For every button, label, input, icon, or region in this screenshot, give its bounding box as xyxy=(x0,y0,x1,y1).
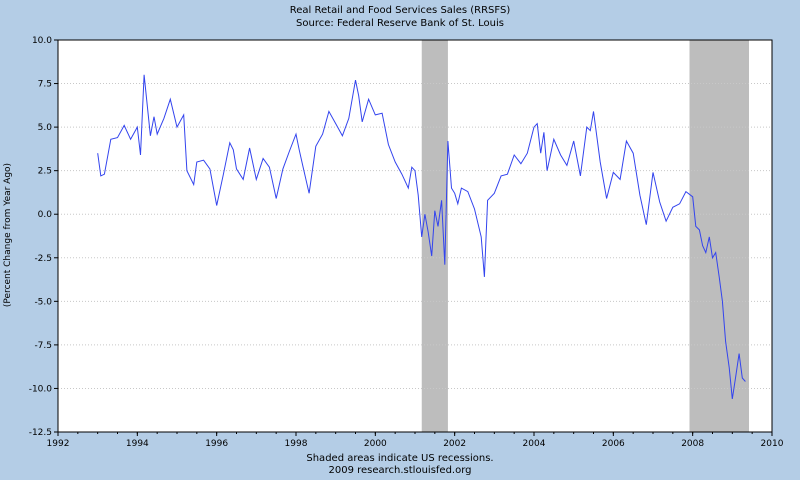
y-tick-label: 10.0 xyxy=(32,36,52,46)
y-tick-label: -12.5 xyxy=(29,428,52,438)
y-tick-label: 5.0 xyxy=(38,123,53,133)
series-line xyxy=(97,74,746,399)
chart-footer: Shaded areas indicate US recessions. 200… xyxy=(0,453,800,477)
x-tick-label: 1994 xyxy=(126,439,149,449)
y-tick-label: -7.5 xyxy=(34,341,52,351)
footer-note: Shaded areas indicate US recessions. xyxy=(306,453,494,464)
chart-title: Real Retail and Food Services Sales (RRS… xyxy=(289,5,511,16)
y-tick-label: -5.0 xyxy=(34,297,52,307)
plot-area xyxy=(58,40,772,432)
x-tick-label: 2002 xyxy=(443,439,466,449)
recession-band xyxy=(421,40,448,432)
x-tick-label: 2004 xyxy=(523,439,546,449)
y-tick-label: -2.5 xyxy=(34,254,52,264)
y-tick-label: 0.0 xyxy=(38,210,53,220)
x-tick-label: 2006 xyxy=(602,439,625,449)
x-tick-label: 2000 xyxy=(364,439,387,449)
x-tick-label: 1992 xyxy=(47,439,70,449)
y-tick-label: 2.5 xyxy=(38,167,52,177)
x-tick-label: 2008 xyxy=(681,439,704,449)
y-tick-label: -10.0 xyxy=(29,384,53,394)
chart-subtitle: Source: Federal Reserve Bank of St. Loui… xyxy=(296,18,504,29)
x-tick-label: 1996 xyxy=(205,439,228,449)
plot-frame xyxy=(57,39,773,433)
footer-source: 2009 research.stlouisfed.org xyxy=(328,465,472,476)
x-tick-label: 2010 xyxy=(761,439,784,449)
y-tick-label: 7.5 xyxy=(38,80,52,90)
chart-title-block: Real Retail and Food Services Sales (RRS… xyxy=(0,4,800,30)
x-tick-label: 1998 xyxy=(285,439,308,449)
y-axis-label: (Percent Change from Year Ago) xyxy=(3,162,13,308)
recession-band xyxy=(689,40,749,432)
